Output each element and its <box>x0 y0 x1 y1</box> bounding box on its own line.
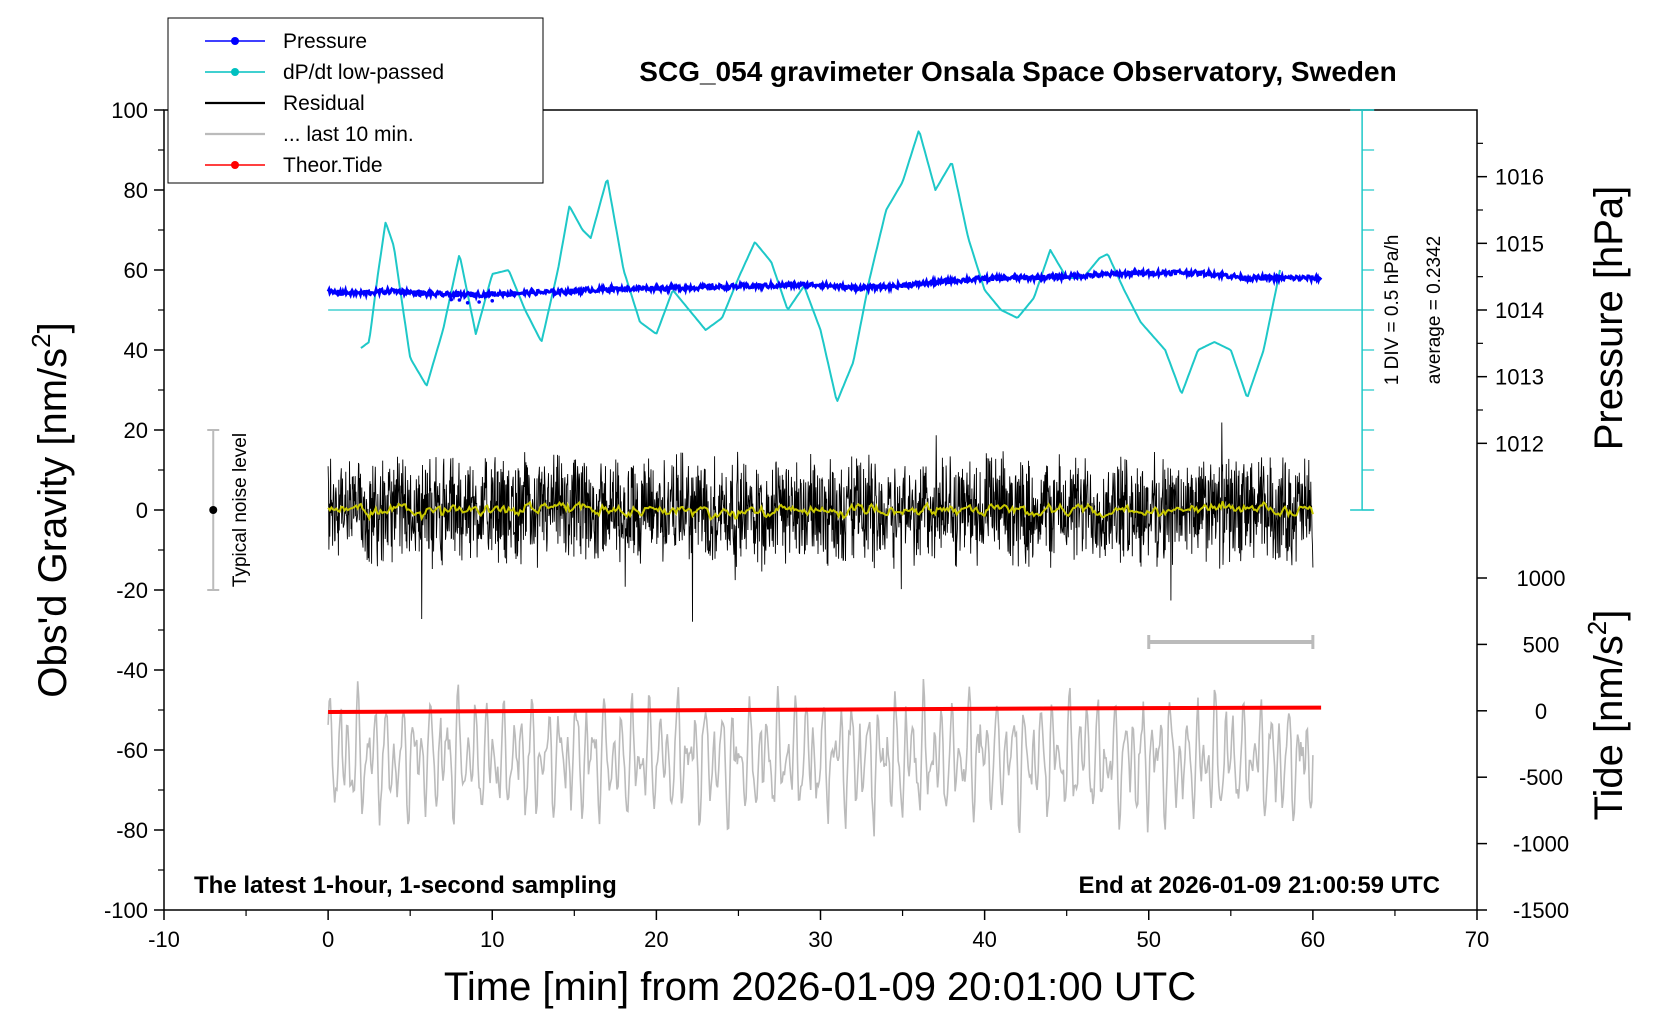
x-tick-label: 50 <box>1137 927 1161 952</box>
legend-label: Residual <box>283 92 365 115</box>
pressure-tick-label: 1016 <box>1495 165 1544 190</box>
y-axis-label-left-text: Obs'd Gravity [nm/s <box>31 348 75 698</box>
pressure-outlier-point <box>457 298 462 302</box>
y-tick-label: -40 <box>116 658 148 683</box>
sampling-note: The latest 1-hour, 1-second sampling <box>194 872 617 899</box>
tide-tick-label: -1500 <box>1513 898 1569 923</box>
series-last-10-min <box>327 678 1314 837</box>
tide-tick-label: 1000 <box>1517 566 1566 591</box>
pressure-tick-label: 1012 <box>1495 431 1544 456</box>
x-axis-ticks: -10 0 10 20 30 40 50 60 70 <box>148 910 1489 952</box>
x-tick-label: 30 <box>808 927 832 952</box>
theor-tide-line <box>328 705 1322 714</box>
y-axis-label-tide: Tide [nm/s2] <box>1582 610 1631 821</box>
legend-swatch-marker <box>231 37 239 45</box>
pressure-outlier-point <box>449 297 454 302</box>
y-axis-label-left: Obs'd Gravity [nm/s2] <box>26 322 75 698</box>
y-axis-label-pressure: Pressure [hPa] <box>1587 186 1631 451</box>
y-axis-label-left-sup: 2 <box>26 333 56 347</box>
end-time-note: End at 2026-01-09 21:00:59 UTC <box>1079 872 1441 899</box>
x-tick-label: 0 <box>322 927 334 952</box>
residual-filtered-line <box>327 500 1314 522</box>
x-tick-label: 70 <box>1465 927 1489 952</box>
tide-tick-label: 0 <box>1535 699 1547 724</box>
y-tick-label: 100 <box>111 98 148 123</box>
pressure-tick-label: 1014 <box>1495 298 1544 323</box>
pressure-line <box>326 265 1323 302</box>
y-axis-label-tide-close: ] <box>1587 610 1631 621</box>
legend-label: Pressure <box>283 30 367 53</box>
tide-tick-label: -500 <box>1519 765 1563 790</box>
legend-box <box>167 17 544 184</box>
legend-items: Pressure dP/dt low-passed Residual ... last… <box>205 30 444 177</box>
y-tick-label: 40 <box>124 338 148 363</box>
last-10-min-line <box>327 678 1314 837</box>
x-tick-label: 40 <box>972 927 996 952</box>
y-tick-label: -100 <box>104 898 148 923</box>
residual-line <box>327 422 1314 622</box>
y-axis-label-tide-text: Tide [nm/s <box>1587 635 1631 820</box>
x-tick-label: -10 <box>148 927 180 952</box>
dpdt-average-label: average = 0.2342 <box>1424 236 1445 384</box>
pressure-outlier-point <box>490 299 495 303</box>
y-tick-label: -80 <box>116 818 148 843</box>
series-dpdt <box>328 109 1375 511</box>
pressure-tick-label: 1013 <box>1495 365 1544 390</box>
y-tick-label: -60 <box>116 738 148 763</box>
legend: Pressure dP/dt low-passed Residual ... last… <box>167 17 544 184</box>
chart-annotations-graphics <box>207 429 1315 649</box>
x-tick-label: 20 <box>644 927 668 952</box>
noise-level-label: Typical noise level <box>230 433 251 587</box>
y-axis-label-tide-sup: 2 <box>1582 621 1612 635</box>
legend-label: Theor.Tide <box>283 154 383 177</box>
dpdt-line <box>360 130 1281 402</box>
x-axis-label: Time [min] from 2026-01-09 20:01:00 UTC <box>444 965 1196 1009</box>
tide-axis-ticks: -1500 -1000 -500 0 500 1000 <box>1477 566 1569 923</box>
pressure-outlier-point <box>477 300 481 304</box>
y-axis-label-left-close: ] <box>31 322 75 333</box>
legend-label: ... last 10 min. <box>283 123 414 146</box>
pressure-axis-ticks: 1012 1013 1014 1015 1016 <box>1477 142 1544 456</box>
x-tick-label: 60 <box>1301 927 1325 952</box>
y-tick-label: 20 <box>124 418 148 443</box>
y-tick-label: 60 <box>124 258 148 283</box>
noise-bar-center <box>209 506 218 514</box>
chart-title: SCG_054 gravimeter Onsala Space Observat… <box>639 56 1396 87</box>
y-tick-label: 80 <box>124 178 148 203</box>
legend-label: dP/dt low-passed <box>283 61 444 84</box>
y-axis-ticks-left: -100 -80 -60 -40 -20 0 20 40 60 80 100 <box>104 98 164 923</box>
legend-swatch-marker <box>231 161 239 169</box>
series-residual <box>327 422 1314 622</box>
pressure-outlier-point <box>465 301 470 305</box>
series-pressure <box>326 265 1323 305</box>
tide-tick-label: 500 <box>1523 632 1560 657</box>
pressure-tick-label: 1015 <box>1495 231 1544 256</box>
x-tick-label: 10 <box>480 927 504 952</box>
y-tick-label: 0 <box>136 498 148 523</box>
series-theor-tide <box>328 705 1322 714</box>
legend-swatch-marker <box>231 68 239 76</box>
tide-tick-label: -1000 <box>1513 832 1569 857</box>
dpdt-scale-label: 1 DIV = 0.5 hPa/h <box>1382 235 1403 386</box>
y-tick-label: -20 <box>116 578 148 603</box>
